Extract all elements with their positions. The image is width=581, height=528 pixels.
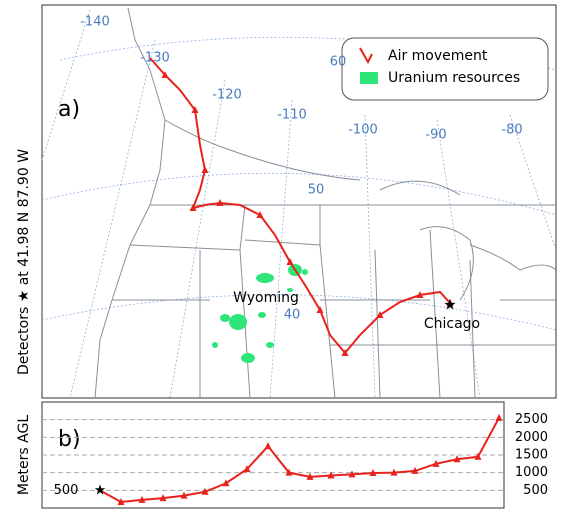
legend-swatch bbox=[360, 72, 378, 84]
trajectory-marker bbox=[286, 258, 294, 265]
trajectory-marker bbox=[189, 204, 197, 211]
altitude-marker bbox=[222, 479, 230, 487]
lat-label: 50 bbox=[308, 183, 325, 198]
place-label: Chicago bbox=[424, 316, 480, 332]
lon-label: -140 bbox=[80, 15, 110, 30]
y-tick-label: 1000 bbox=[515, 465, 548, 480]
altitude-marker bbox=[369, 469, 377, 477]
trajectory-marker bbox=[216, 199, 224, 206]
trajectory-marker bbox=[201, 166, 209, 173]
altitude-line bbox=[99, 417, 500, 504]
legend-line-icon bbox=[359, 47, 373, 65]
altitude-marker bbox=[411, 466, 419, 474]
trajectory-marker bbox=[416, 291, 424, 298]
altitude-marker bbox=[180, 491, 188, 499]
lon-label: -100 bbox=[348, 123, 378, 138]
altitude-marker bbox=[453, 455, 461, 463]
start-star: ★ bbox=[94, 482, 107, 498]
altitude-marker bbox=[243, 465, 251, 473]
lat-label: 60 bbox=[330, 55, 347, 70]
uranium-resources bbox=[212, 264, 308, 363]
lon-label: -90 bbox=[425, 128, 446, 143]
lon-label: -120 bbox=[212, 88, 242, 103]
lon-label: -80 bbox=[501, 123, 522, 138]
trajectory-marker bbox=[256, 211, 264, 218]
altitude-marker bbox=[495, 413, 503, 421]
altitude-marker bbox=[285, 468, 293, 476]
altitude-marker bbox=[474, 452, 482, 460]
altitude-marker bbox=[390, 468, 398, 476]
y-axis-label: Meters AGL bbox=[16, 415, 32, 495]
y-tick-label: 1500 bbox=[515, 448, 548, 463]
panel-label: a) bbox=[58, 97, 80, 122]
altitude-marker bbox=[138, 495, 146, 503]
lat-label: 40 bbox=[284, 308, 301, 323]
place-label: Wyoming bbox=[233, 290, 299, 306]
panel-label: b) bbox=[58, 427, 81, 452]
trajectory-marker bbox=[161, 71, 169, 78]
start-label: 500 bbox=[54, 483, 79, 498]
trajectory-marker bbox=[446, 299, 454, 306]
y-tick-label: 2500 bbox=[515, 412, 548, 427]
trajectory-marker bbox=[376, 311, 384, 318]
altitude-marker bbox=[117, 497, 125, 505]
trajectory-marker bbox=[316, 306, 324, 313]
altitude-marker bbox=[306, 472, 314, 480]
trajectory-marker bbox=[341, 349, 349, 356]
legend-label: Air movement bbox=[388, 48, 488, 64]
lon-label: -110 bbox=[277, 108, 307, 123]
trajectory-marker bbox=[191, 106, 199, 113]
altitude-marker bbox=[348, 470, 356, 478]
air-movement-path bbox=[149, 57, 454, 356]
trajectory-line bbox=[149, 57, 451, 355]
altitude-marker bbox=[264, 442, 272, 450]
lon-label: -130 bbox=[140, 51, 170, 66]
altitude-marker bbox=[159, 494, 167, 502]
y-tick-label: 500 bbox=[523, 483, 548, 498]
detector-star: ★ bbox=[443, 296, 456, 314]
side-label: Detectors ★ at 41.98 N 87.90 W bbox=[16, 149, 32, 375]
legend-label: Uranium resources bbox=[388, 70, 520, 86]
legend bbox=[341, 37, 549, 101]
altitude-marker bbox=[327, 471, 335, 479]
y-tick-label: 2000 bbox=[515, 430, 548, 445]
altitude-marker bbox=[201, 487, 209, 495]
altitude-marker bbox=[432, 459, 440, 467]
